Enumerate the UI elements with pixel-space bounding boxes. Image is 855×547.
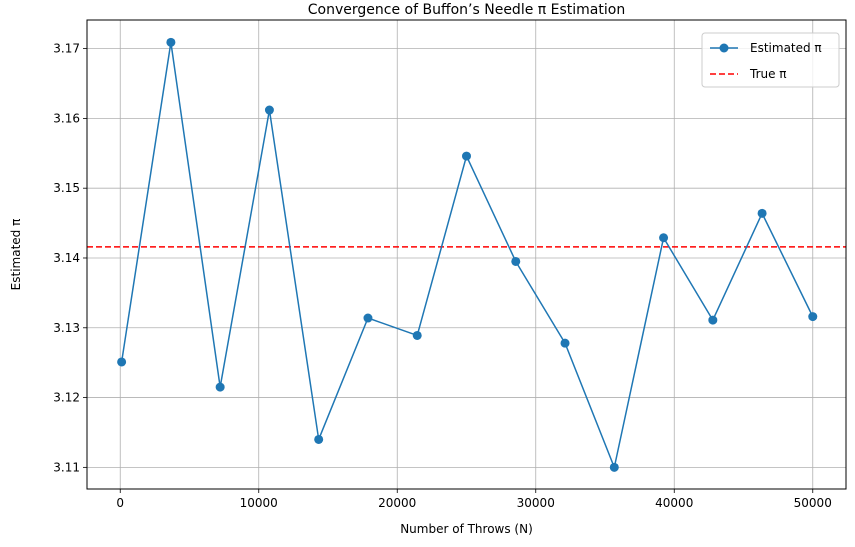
x-axis-title: Number of Throws (N) — [400, 522, 533, 536]
x-tick-label: 50000 — [794, 496, 832, 510]
legend-label-estimated: Estimated π — [750, 41, 822, 55]
estimated-pi-point — [757, 208, 767, 218]
x-tick-label: 40000 — [655, 496, 693, 510]
estimated-pi-point — [708, 315, 718, 325]
x-tick-label: 30000 — [517, 496, 555, 510]
estimated-pi-point — [609, 462, 619, 472]
estimated-pi-point — [659, 233, 669, 243]
estimated-pi-point — [560, 338, 570, 348]
x-tick-label: 10000 — [240, 496, 278, 510]
y-tick-label: 3.17 — [53, 42, 80, 56]
grid — [87, 20, 846, 489]
y-tick-label: 3.13 — [53, 321, 80, 335]
estimated-pi-point — [314, 434, 324, 444]
estimated-pi-point — [166, 37, 176, 47]
y-tick-label: 3.16 — [53, 111, 80, 125]
legend: Estimated π True π — [701, 32, 840, 88]
estimated-pi-point — [462, 151, 471, 161]
legend-marker-estimated — [719, 43, 729, 53]
estimated-pi-point — [412, 330, 422, 340]
y-tick-label: 3.11 — [53, 460, 80, 474]
chart-title: Convergence of Buffon’s Needle π Estimat… — [308, 2, 625, 18]
legend-box — [701, 32, 840, 88]
legend-label-true: True π — [749, 67, 787, 81]
series-layer — [117, 37, 818, 472]
estimated-pi-point — [363, 313, 373, 323]
y-tick-label: 3.14 — [53, 251, 80, 265]
y-tick-label: 3.12 — [53, 391, 80, 405]
x-tick-label: 20000 — [378, 496, 416, 510]
y-axis: 3.11 3.12 3.13 3.14 3.15 3.16 3.17 — [53, 42, 87, 474]
estimated-pi-point — [117, 357, 127, 367]
y-axis-title: Estimated π — [9, 219, 23, 291]
x-tick-label: 0 — [116, 496, 124, 510]
estimated-pi-point — [511, 256, 521, 266]
estimated-pi-point — [808, 312, 818, 322]
x-axis: 0 10000 20000 30000 40000 50000 — [116, 489, 832, 510]
estimated-pi-point — [215, 382, 225, 392]
estimated-pi-point — [264, 105, 274, 115]
plot-frame — [86, 19, 847, 490]
y-tick-label: 3.15 — [53, 181, 80, 195]
